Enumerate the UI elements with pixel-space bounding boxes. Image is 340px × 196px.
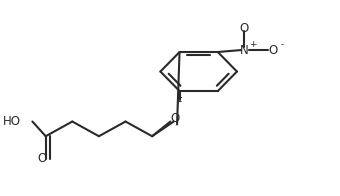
Text: O: O: [38, 152, 47, 165]
Text: -: -: [280, 40, 284, 49]
Text: N: N: [240, 44, 249, 57]
Text: O: O: [171, 112, 180, 125]
Text: O: O: [240, 22, 249, 35]
Text: +: +: [249, 40, 256, 49]
Text: F: F: [176, 96, 183, 109]
Text: HO: HO: [3, 115, 21, 128]
Text: O: O: [268, 44, 277, 57]
